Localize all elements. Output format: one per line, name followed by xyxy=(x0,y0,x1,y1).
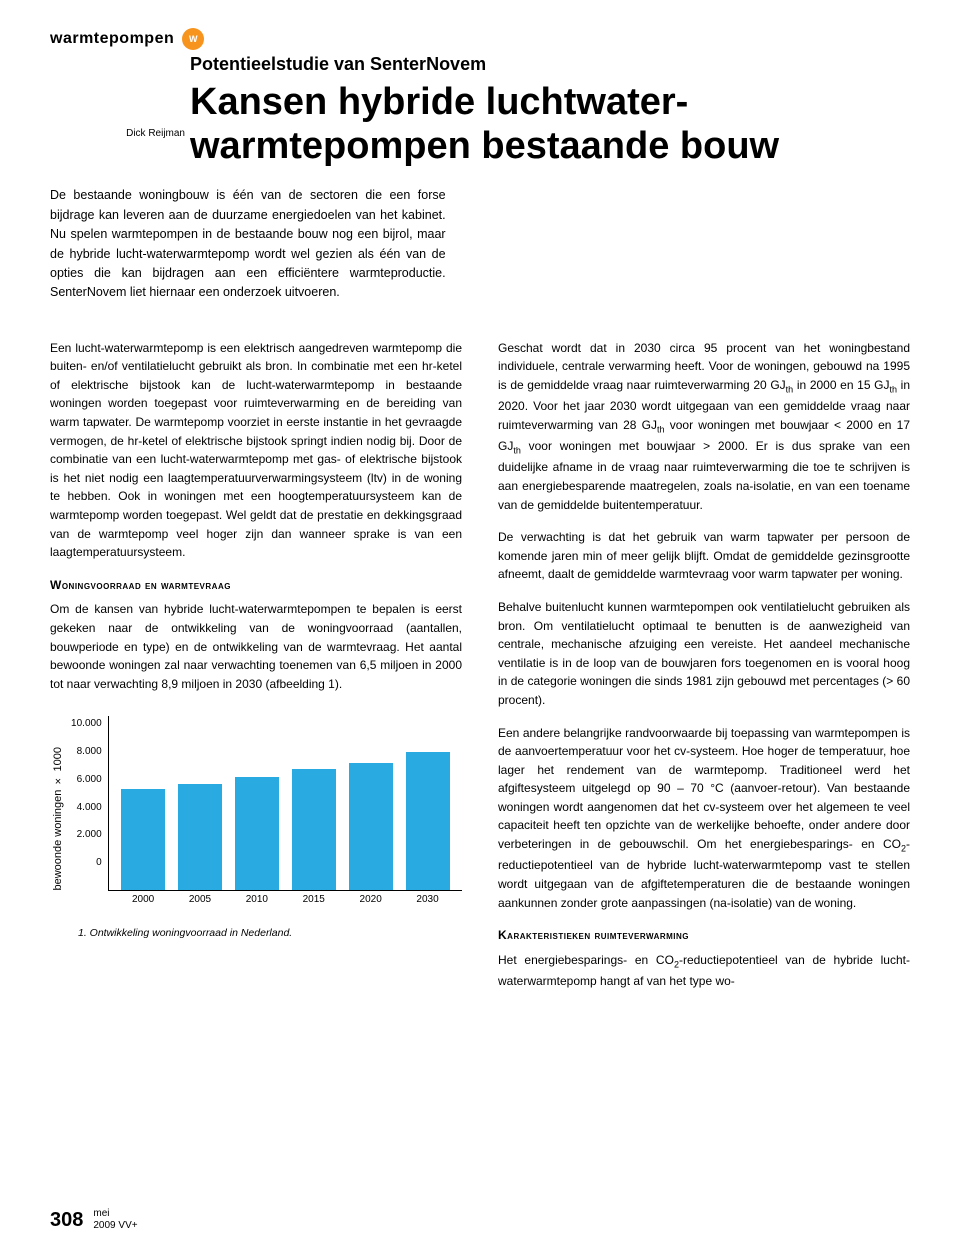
right-p4: Een andere belangrijke randvoorwaarde bi… xyxy=(498,724,910,913)
xtick-label: 2000 xyxy=(132,892,154,908)
ytick: 0 xyxy=(71,855,102,871)
page-footer: 308 mei 2009 VV+ xyxy=(50,1208,138,1232)
right-p5: Het energiebesparings- en CO2-reductiepo… xyxy=(498,951,910,991)
footer-date: mei 2009 VV+ xyxy=(93,1208,137,1232)
xtick-label: 2005 xyxy=(189,892,211,908)
bar-column: 2020 xyxy=(349,763,393,890)
chart-ylabel: bewoonde woningen × 1000 xyxy=(50,707,67,891)
ytick: 4.000 xyxy=(71,800,102,816)
bar xyxy=(235,777,279,890)
chart-figure: bewoonde woningen × 1000 10.000 8.000 6.… xyxy=(50,707,462,941)
xtick-label: 2030 xyxy=(416,892,438,908)
bar xyxy=(121,789,165,890)
left-p1: Een lucht-waterwarmtepomp is een elektri… xyxy=(50,339,462,562)
header-bar: warmtepompen W xyxy=(50,28,910,50)
bar xyxy=(406,752,450,890)
xtick-label: 2015 xyxy=(303,892,325,908)
left-column: Een lucht-waterwarmtepomp is een elektri… xyxy=(50,339,462,1005)
bar-column: 2010 xyxy=(235,777,279,890)
right-heading-1: Karakteristieken ruimteverwarming xyxy=(498,926,910,945)
bar-column: 2015 xyxy=(292,769,336,890)
bar xyxy=(178,784,222,889)
left-p2: Om de kansen van hybride lucht-waterwarm… xyxy=(50,600,462,693)
chart-yaxis: 10.000 8.000 6.000 4.000 2.000 0 xyxy=(71,716,108,891)
body-columns: Een lucht-waterwarmtepomp is een elektri… xyxy=(50,339,910,1005)
chart-plot-area: 2000 2005 2010 2015 2020 2030 xyxy=(108,716,462,891)
bar-column: 2005 xyxy=(178,784,222,889)
xtick-label: 2010 xyxy=(246,892,268,908)
article-title: Kansen hybride luchtwater-warmtepompen b… xyxy=(190,81,910,168)
right-p2: De verwachting is dat het gebruik van wa… xyxy=(498,528,910,584)
bar xyxy=(292,769,336,890)
right-p1: Geschat wordt dat in 2030 circa 95 proce… xyxy=(498,339,910,515)
logo-icon: W xyxy=(182,28,204,50)
right-column: Geschat wordt dat in 2030 circa 95 proce… xyxy=(498,339,910,1005)
xtick-label: 2020 xyxy=(360,892,382,908)
ytick: 8.000 xyxy=(71,744,102,760)
article-subtitle: Potentieelstudie van SenterNovem xyxy=(190,54,910,75)
page-number: 308 xyxy=(50,1209,83,1232)
bar xyxy=(349,763,393,890)
section-tag: warmtepompen xyxy=(50,30,174,48)
author-name: Dick Reijman xyxy=(126,128,185,139)
right-p3: Behalve buitenlucht kunnen warmtepompen … xyxy=(498,598,910,710)
chart-caption: 1. Ontwikkeling woningvoorraad in Nederl… xyxy=(78,925,462,941)
ytick: 10.000 xyxy=(71,716,102,732)
left-heading-1: Woningvoorraad en warmtevraag xyxy=(50,576,462,595)
intro-paragraph: De bestaande woningbouw is één van de se… xyxy=(50,186,446,302)
ytick: 2.000 xyxy=(71,827,102,843)
bar-column: 2030 xyxy=(406,752,450,890)
ytick: 6.000 xyxy=(71,772,102,788)
bar-column: 2000 xyxy=(121,789,165,890)
